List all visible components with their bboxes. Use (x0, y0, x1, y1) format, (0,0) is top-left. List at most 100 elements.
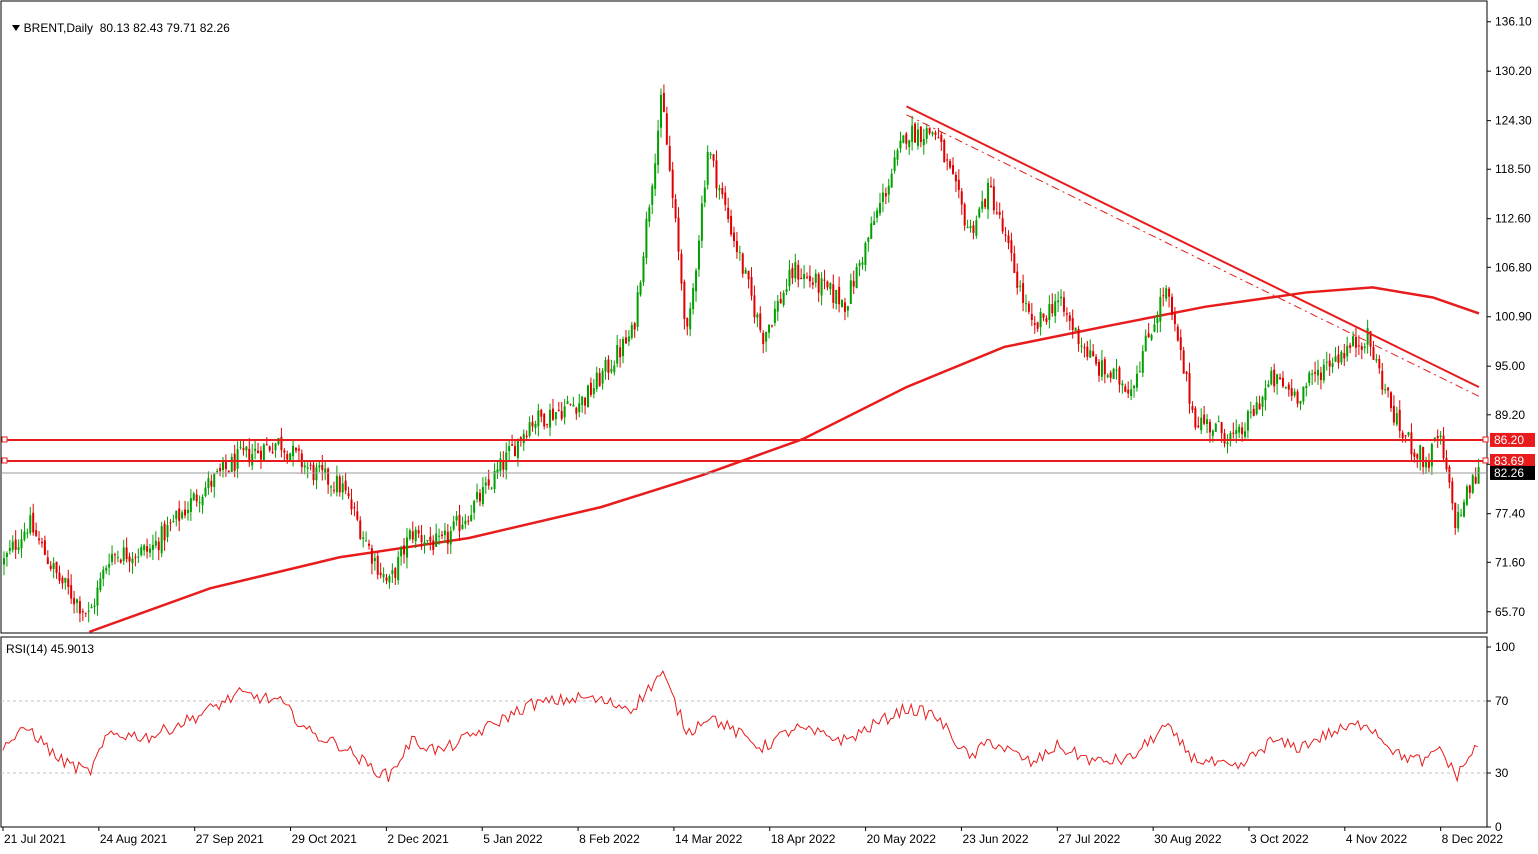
candle-body (8, 548, 11, 551)
candle-body (1098, 361, 1100, 376)
candle-body (224, 462, 227, 470)
candle-body (1445, 457, 1448, 470)
candle-body (146, 546, 149, 552)
candle-body (327, 468, 330, 485)
candle-body (820, 278, 823, 296)
candle-body (671, 169, 674, 198)
candle-body (654, 163, 657, 189)
candle-body (443, 530, 446, 536)
candle-body (508, 446, 511, 451)
candle-body (811, 282, 814, 285)
candle-body (1279, 377, 1282, 380)
candle-body (1092, 351, 1095, 356)
candle-body (5, 553, 8, 558)
candle-body (589, 382, 592, 395)
candle-body (119, 559, 122, 563)
candle-body (1451, 481, 1454, 504)
candle-body (607, 359, 610, 373)
collapse-triangle-icon[interactable] (11, 25, 20, 31)
candle-body (461, 524, 464, 530)
candle-body (198, 502, 201, 504)
candle-body (1074, 327, 1077, 332)
candle-body (1290, 388, 1293, 396)
candle-body (1465, 486, 1468, 505)
candle-body (166, 525, 169, 538)
candle-body (1004, 234, 1007, 236)
candle-body (1168, 288, 1171, 297)
candle-body (295, 447, 297, 451)
candle-body (1273, 369, 1276, 387)
candle-body (192, 493, 195, 501)
candle-body (315, 467, 318, 481)
candle-body (1208, 421, 1211, 433)
candle-body (800, 277, 803, 279)
candle-body (514, 445, 516, 457)
candle-body (35, 530, 38, 536)
candle-body (411, 531, 414, 540)
candle-body (81, 611, 84, 613)
candle-body (1135, 373, 1138, 388)
candle-body (1103, 359, 1106, 375)
candle-body (318, 465, 321, 468)
price-y-tick-label: 95.00 (1495, 359, 1525, 373)
candle-body (1360, 346, 1363, 350)
candle-body (651, 185, 654, 205)
candle-body (733, 232, 735, 242)
candle-body (125, 547, 128, 560)
candle-body (768, 324, 771, 333)
candle-body (1001, 218, 1004, 232)
candle-body (855, 266, 858, 288)
candle-body (876, 210, 879, 218)
candle-body (849, 280, 852, 304)
candle-body (464, 520, 467, 525)
candle-body (1436, 436, 1439, 439)
candle-body (379, 572, 382, 576)
candle-body (306, 467, 309, 469)
candle-body (1080, 345, 1083, 347)
candle-body (149, 548, 151, 553)
candle-body (940, 134, 943, 142)
candle-body (1407, 432, 1410, 435)
candle-body (1337, 354, 1340, 363)
candle-body (338, 476, 341, 493)
candle-body (1030, 313, 1033, 320)
candle-body (782, 292, 785, 305)
candle-body (1206, 419, 1209, 425)
candle-body (1241, 427, 1244, 435)
candle-body (829, 283, 832, 290)
candle-body (481, 487, 484, 505)
candle-body (487, 479, 490, 486)
candle-body (496, 469, 499, 473)
x-tick-label: 24 Aug 2021 (100, 832, 168, 846)
candle-body (1244, 431, 1246, 437)
candle-body (1442, 435, 1445, 459)
candle-body (712, 154, 715, 161)
candle-body (563, 406, 566, 418)
candle-body (446, 531, 449, 544)
candle-body (1305, 385, 1308, 389)
candle-body (1311, 373, 1314, 375)
candle-body (534, 423, 537, 428)
candle-body (160, 526, 163, 554)
candle-body (432, 540, 435, 550)
candle-body (1372, 346, 1375, 360)
candle-body (934, 132, 937, 135)
candle-body (587, 385, 589, 408)
candle-body (1340, 351, 1343, 363)
candle-body (884, 193, 887, 197)
candle-body (610, 369, 613, 372)
symbol-header[interactable]: BRENT,Daily 80.13 82.43 79.71 82.26 (5, 7, 230, 35)
candle-body (794, 262, 797, 279)
candle-body (78, 601, 81, 614)
candle-body (1185, 371, 1188, 374)
candle-body (1153, 324, 1156, 332)
candle-body (1042, 313, 1045, 318)
candle-body (604, 360, 607, 372)
candle-body (405, 537, 408, 558)
candle-body (1258, 403, 1261, 410)
candle-body (321, 464, 324, 470)
price-y-tick-label: 136.10 (1495, 15, 1532, 29)
candle-body (581, 396, 584, 405)
